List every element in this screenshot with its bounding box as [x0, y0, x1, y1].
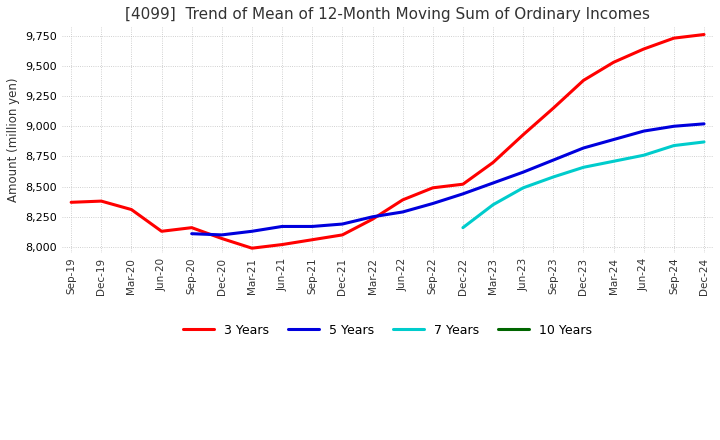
3 Years — [519, 132, 528, 137]
5 Years — [338, 221, 347, 227]
5 Years — [639, 128, 648, 134]
Line: 7 Years: 7 Years — [463, 142, 704, 227]
5 Years — [217, 232, 226, 238]
5 Years — [549, 158, 558, 163]
5 Years — [398, 209, 407, 215]
5 Years — [187, 231, 196, 236]
3 Years — [217, 236, 226, 241]
Title: [4099]  Trend of Mean of 12-Month Moving Sum of Ordinary Incomes: [4099] Trend of Mean of 12-Month Moving … — [125, 7, 650, 22]
7 Years — [489, 202, 498, 207]
3 Years — [338, 232, 347, 238]
5 Years — [609, 137, 618, 142]
7 Years — [579, 165, 588, 170]
7 Years — [639, 153, 648, 158]
3 Years — [700, 32, 708, 37]
5 Years — [428, 201, 437, 206]
7 Years — [459, 225, 467, 230]
3 Years — [97, 198, 106, 204]
3 Years — [278, 242, 287, 247]
3 Years — [489, 160, 498, 165]
3 Years — [639, 46, 648, 51]
5 Years — [308, 224, 317, 229]
3 Years — [459, 182, 467, 187]
7 Years — [670, 143, 678, 148]
Legend: 3 Years, 5 Years, 7 Years, 10 Years: 3 Years, 5 Years, 7 Years, 10 Years — [178, 319, 598, 341]
5 Years — [368, 214, 377, 220]
7 Years — [549, 174, 558, 180]
3 Years — [187, 225, 196, 230]
5 Years — [459, 191, 467, 197]
3 Years — [67, 200, 76, 205]
3 Years — [579, 78, 588, 83]
7 Years — [609, 159, 618, 164]
3 Years — [127, 207, 136, 212]
3 Years — [308, 237, 317, 242]
3 Years — [157, 229, 166, 234]
7 Years — [700, 139, 708, 145]
3 Years — [368, 216, 377, 222]
3 Years — [549, 106, 558, 111]
3 Years — [609, 60, 618, 65]
Line: 5 Years: 5 Years — [192, 124, 704, 235]
Line: 3 Years: 3 Years — [71, 34, 704, 248]
5 Years — [278, 224, 287, 229]
5 Years — [700, 121, 708, 126]
3 Years — [398, 197, 407, 202]
5 Years — [519, 169, 528, 175]
3 Years — [248, 246, 256, 251]
Y-axis label: Amount (million yen): Amount (million yen) — [7, 78, 20, 202]
5 Years — [670, 124, 678, 129]
3 Years — [428, 185, 437, 191]
3 Years — [670, 36, 678, 41]
5 Years — [248, 229, 256, 234]
7 Years — [519, 185, 528, 191]
5 Years — [489, 180, 498, 186]
5 Years — [579, 145, 588, 150]
